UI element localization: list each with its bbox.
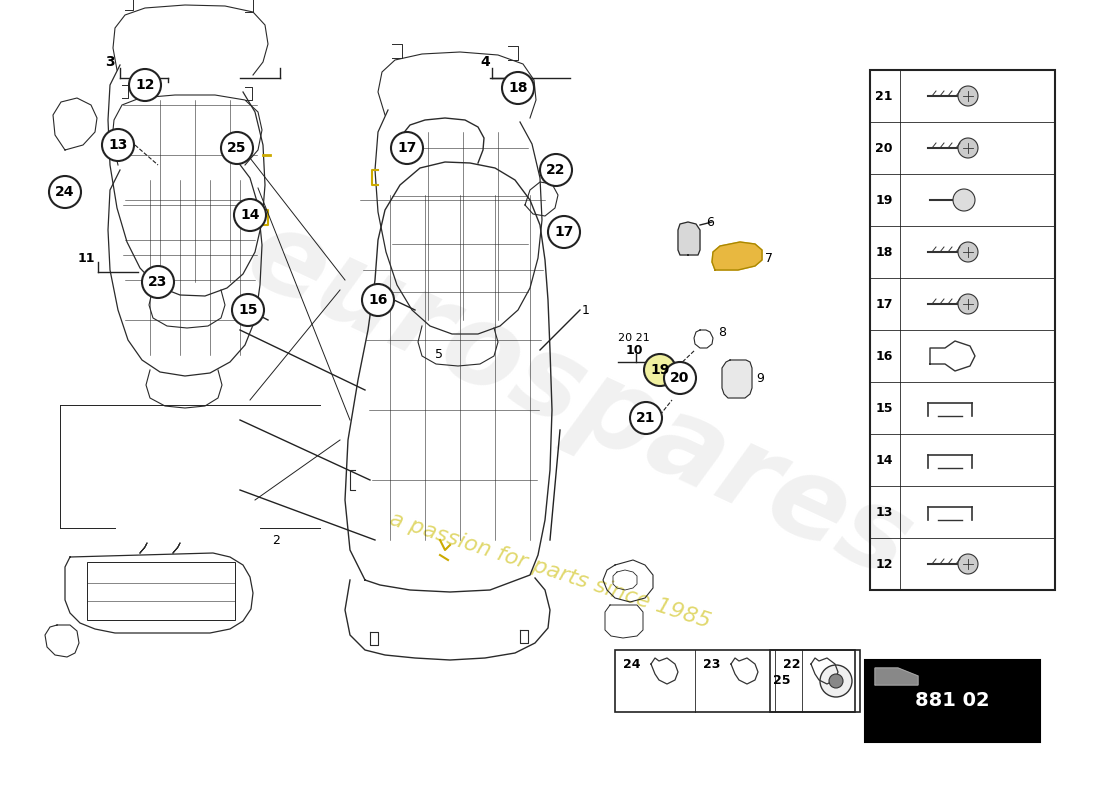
Text: 20: 20 bbox=[670, 371, 690, 385]
Circle shape bbox=[540, 154, 572, 186]
Text: 22: 22 bbox=[547, 163, 565, 177]
Text: 18: 18 bbox=[876, 246, 893, 258]
Text: 24: 24 bbox=[623, 658, 640, 671]
Text: 7: 7 bbox=[764, 251, 773, 265]
Circle shape bbox=[820, 665, 852, 697]
Text: 20: 20 bbox=[876, 142, 893, 154]
Text: 23: 23 bbox=[703, 658, 720, 671]
Text: a passion for parts since 1985: a passion for parts since 1985 bbox=[387, 509, 713, 631]
Text: 22: 22 bbox=[783, 658, 801, 671]
Text: 8: 8 bbox=[718, 326, 726, 338]
Bar bbox=[87, 562, 235, 620]
Circle shape bbox=[958, 138, 978, 158]
Text: 19: 19 bbox=[650, 363, 670, 377]
Circle shape bbox=[502, 72, 534, 104]
Circle shape bbox=[221, 132, 253, 164]
Text: 9: 9 bbox=[756, 371, 763, 385]
Bar bbox=[770, 650, 860, 712]
Bar bbox=[870, 70, 1055, 590]
Circle shape bbox=[50, 176, 81, 208]
Circle shape bbox=[390, 132, 424, 164]
Text: 18: 18 bbox=[508, 81, 528, 95]
Text: 25: 25 bbox=[228, 141, 246, 155]
Circle shape bbox=[958, 554, 978, 574]
Circle shape bbox=[362, 284, 394, 316]
Text: 1: 1 bbox=[582, 303, 590, 317]
Circle shape bbox=[232, 294, 264, 326]
Text: 14: 14 bbox=[240, 208, 260, 222]
Polygon shape bbox=[712, 242, 762, 270]
Text: 21: 21 bbox=[636, 411, 656, 425]
Text: 15: 15 bbox=[876, 402, 893, 414]
Text: 17: 17 bbox=[554, 225, 574, 239]
Circle shape bbox=[142, 266, 174, 298]
Text: 13: 13 bbox=[876, 506, 893, 518]
Circle shape bbox=[958, 294, 978, 314]
Text: 10: 10 bbox=[626, 343, 644, 357]
Circle shape bbox=[953, 189, 975, 211]
Text: 21: 21 bbox=[876, 90, 893, 102]
Text: 2: 2 bbox=[272, 534, 279, 546]
Circle shape bbox=[644, 354, 676, 386]
Text: 14: 14 bbox=[876, 454, 893, 466]
Text: 12: 12 bbox=[876, 558, 893, 570]
Polygon shape bbox=[722, 360, 752, 398]
Circle shape bbox=[829, 674, 843, 688]
Text: 12: 12 bbox=[135, 78, 155, 92]
Polygon shape bbox=[678, 222, 700, 255]
Text: 24: 24 bbox=[55, 185, 75, 199]
Text: 3: 3 bbox=[104, 55, 114, 69]
Text: 13: 13 bbox=[108, 138, 128, 152]
Text: 20 21: 20 21 bbox=[618, 333, 650, 343]
Circle shape bbox=[102, 129, 134, 161]
Circle shape bbox=[234, 199, 266, 231]
Text: 17: 17 bbox=[876, 298, 893, 310]
Text: 11: 11 bbox=[78, 251, 96, 265]
Text: 6: 6 bbox=[706, 215, 714, 229]
Bar bbox=[615, 650, 855, 712]
Text: 23: 23 bbox=[148, 275, 167, 289]
Bar bbox=[865, 660, 1040, 742]
Text: 881 02: 881 02 bbox=[915, 691, 989, 710]
Circle shape bbox=[958, 86, 978, 106]
Text: 25: 25 bbox=[773, 674, 791, 687]
Text: 4: 4 bbox=[480, 55, 490, 69]
Text: 16: 16 bbox=[876, 350, 893, 362]
Text: 19: 19 bbox=[876, 194, 893, 206]
Text: 16: 16 bbox=[368, 293, 387, 307]
Circle shape bbox=[664, 362, 696, 394]
Text: 5: 5 bbox=[434, 349, 443, 362]
Text: 17: 17 bbox=[397, 141, 417, 155]
Text: eurospares: eurospares bbox=[230, 198, 930, 602]
Circle shape bbox=[129, 69, 161, 101]
Circle shape bbox=[548, 216, 580, 248]
Circle shape bbox=[958, 242, 978, 262]
Polygon shape bbox=[874, 668, 918, 685]
Circle shape bbox=[630, 402, 662, 434]
Text: 15: 15 bbox=[239, 303, 257, 317]
